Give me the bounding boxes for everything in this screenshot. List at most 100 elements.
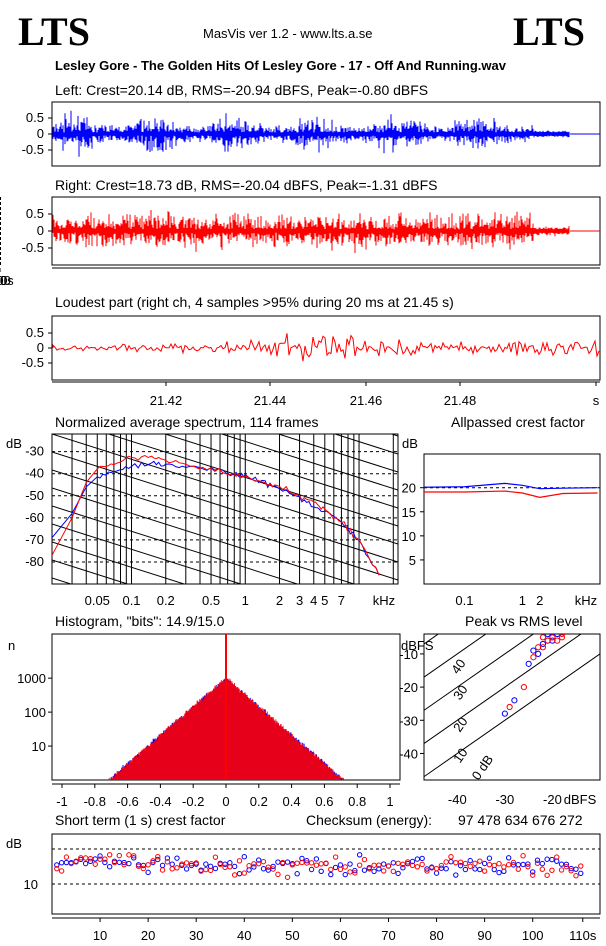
spectrum-ytick-label: -60 xyxy=(25,510,44,525)
short-term-point-right xyxy=(443,859,449,865)
short-term-point-left xyxy=(433,870,440,876)
peak-rms-point-right xyxy=(555,628,560,633)
short-term-xtick-label: 40 xyxy=(237,928,251,943)
short-term-point-right xyxy=(549,867,555,873)
histogram-xtick-label: -0.6 xyxy=(116,794,138,809)
short-term-point-left xyxy=(131,855,137,861)
short-term-point-left xyxy=(58,860,65,866)
short-term-point-right xyxy=(308,860,315,866)
short-term-point-right xyxy=(568,868,574,874)
spectrum-diag xyxy=(163,434,398,509)
short-term-point-right xyxy=(198,868,204,874)
short-term-point-right xyxy=(241,870,247,876)
short-term-point-left xyxy=(121,859,127,866)
loudest-xtick-label: s xyxy=(593,393,600,408)
peak-rms-point-left xyxy=(530,647,537,654)
short-term-point-left xyxy=(256,857,262,863)
peak-rms-point-right xyxy=(506,703,513,711)
short-term-point-left xyxy=(462,866,469,873)
short-term-point-left xyxy=(395,870,401,877)
short-term-point-right xyxy=(395,860,401,866)
time-tick-label: 90 xyxy=(0,273,7,288)
short-term-point-right xyxy=(82,855,89,861)
short-term-point-left xyxy=(400,865,406,871)
peak-rms-diag xyxy=(424,634,535,711)
peak-rms-xtick-label: -40 xyxy=(448,792,467,807)
time-tick-label: 40 xyxy=(0,273,7,288)
short-term-point-right xyxy=(530,872,536,878)
spectrum-xtick-label: 3 xyxy=(296,593,303,608)
short-term-xtick-label: 20 xyxy=(141,928,155,943)
checksum-label: Checksum (energy): xyxy=(306,812,433,828)
short-term-point-right xyxy=(121,861,127,868)
short-term-point-left xyxy=(380,861,387,867)
short-term-point-right xyxy=(155,854,161,860)
short-term-xtick-label: 100 xyxy=(522,928,544,943)
short-term-point-right xyxy=(236,858,243,864)
waveform-left-ytick-label: 0.5 xyxy=(26,110,44,125)
short-term-point-left xyxy=(467,857,473,864)
histogram-xtick-label: 1 xyxy=(386,794,393,809)
waveform-left-ytick-label: 0 xyxy=(37,126,44,141)
allpass-xunit: kHz xyxy=(575,593,597,608)
short-term-point-left xyxy=(501,868,507,874)
peak-rms-point-left xyxy=(559,628,564,633)
spectrum-xtick-label: 0.1 xyxy=(122,593,140,608)
peak-rms-point-right xyxy=(520,683,527,691)
histogram-ylabel: n xyxy=(8,638,15,653)
spectrum-ytick-label: -40 xyxy=(25,466,44,481)
short-term-point-right xyxy=(275,871,281,878)
short-term-point-left xyxy=(477,866,483,873)
short-term-point-right xyxy=(448,854,454,860)
short-term-point-left xyxy=(414,856,421,862)
peak-rms-point-left xyxy=(544,634,551,638)
peak-rms-ytick-label: -40 xyxy=(399,746,418,761)
allpass-series-right xyxy=(424,490,598,498)
spectrum-diag xyxy=(52,505,299,584)
peak-rms-frame xyxy=(423,633,601,781)
spectrum-xtick-label: 1 xyxy=(242,593,249,608)
short-term-point-right xyxy=(477,858,483,864)
short-term-point-right xyxy=(342,864,348,870)
checksum-value: 97 478 634 676 272 xyxy=(458,812,583,828)
short-term-point-left xyxy=(203,861,209,867)
short-term-point-right xyxy=(496,860,502,867)
peak-rms-diag xyxy=(424,634,582,745)
short-term-point-left xyxy=(270,863,276,870)
short-term-point-right xyxy=(135,863,142,869)
histogram-ytick-label: 100 xyxy=(24,705,46,720)
short-term-point-right xyxy=(106,852,113,858)
short-term-point-right xyxy=(361,856,368,863)
spectrum-ytick-label: -80 xyxy=(25,554,44,569)
spectrum-diag xyxy=(390,434,398,437)
peak-rms-point-left xyxy=(535,650,542,658)
peak-rms-title: Peak vs RMS level xyxy=(465,613,583,629)
short-term-point-left xyxy=(405,860,411,867)
waveform-left-ytick-label: -0.5 xyxy=(22,142,44,157)
histogram-series-right xyxy=(108,677,344,780)
short-term-point-left xyxy=(534,857,541,863)
waveform-right-trace xyxy=(52,209,570,254)
waveform-left-trace xyxy=(52,110,570,157)
short-term-point-right xyxy=(54,865,60,872)
spectrum-ytick-label: -70 xyxy=(25,532,44,547)
histogram-ytick-label: 1000 xyxy=(17,671,46,686)
peak-rms-ytick-label: -10 xyxy=(399,647,418,662)
short-term-title: Short term (1 s) crest factor xyxy=(55,812,226,828)
short-term-point-right xyxy=(164,859,171,865)
spectrum-xtick-label: 2 xyxy=(276,593,283,608)
short-term-point-left xyxy=(155,856,161,863)
allpass-ytick-label: 5 xyxy=(409,553,416,568)
short-term-point-right xyxy=(453,859,459,866)
short-term-point-right xyxy=(429,865,435,871)
short-term-point-right xyxy=(140,865,147,872)
loudest-part-title: Loudest part (right ch, 4 samples >95% d… xyxy=(55,294,454,310)
short-term-point-right xyxy=(347,869,353,875)
spectrum-diag xyxy=(52,469,398,581)
short-term-point-right xyxy=(63,854,70,860)
short-term-point-left xyxy=(496,869,502,876)
short-term-point-right xyxy=(424,868,430,874)
short-term-point-right xyxy=(337,866,344,873)
short-term-point-left xyxy=(231,863,238,870)
logo-left: LTS xyxy=(18,9,90,54)
